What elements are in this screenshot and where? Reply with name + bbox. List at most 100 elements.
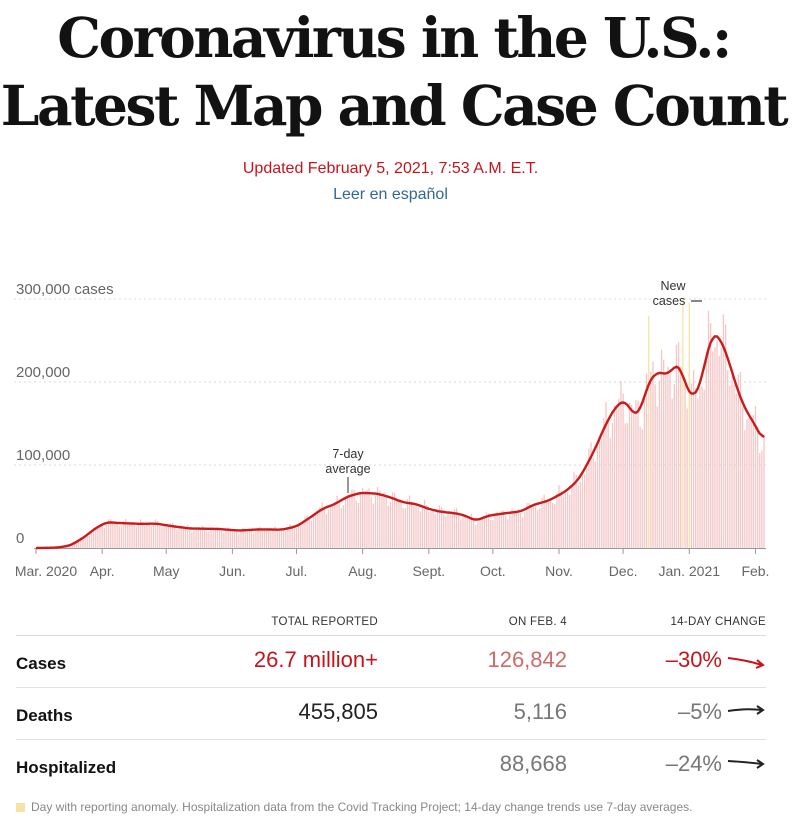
daily-bar [178,527,180,548]
daily-bar [635,400,637,548]
daily-bar [558,485,560,548]
daily-bar [426,505,428,548]
daily-bar [71,544,73,548]
daily-bar [347,494,349,548]
daily-bar [189,528,191,548]
daily-bar [470,513,473,548]
daily-bar [411,502,413,548]
daily-bar [366,490,368,548]
daily-bar [724,324,727,548]
y-tick-label: 0 [16,530,24,547]
daily-bar [421,505,424,548]
daily-bar [214,528,216,548]
daily-bar [210,528,212,548]
daily-bar [584,474,586,548]
x-tick-label: Jul. [286,563,308,579]
daily-bar [605,402,607,548]
daily-bar [551,502,554,548]
footnote: Day with reporting anomaly. Hospitalizat… [16,800,796,814]
daily-bar [259,526,261,548]
daily-bar [99,524,101,548]
daily-bar [327,509,330,548]
spanish-link[interactable]: Leer en español [333,186,448,203]
daily-bar [643,395,646,548]
daily-bar [633,413,635,548]
daily-bar [152,524,155,548]
daily-bar [317,513,319,548]
daily-bar [447,513,449,548]
daily-bar [445,516,447,548]
daily-bar [513,510,515,548]
trend-flat-arrow-icon [727,759,765,769]
daily-bar [630,404,633,548]
daily-bar [216,527,219,548]
daily-bar [485,512,488,548]
x-tick-label: Dec. [609,563,638,579]
daily-bar [368,488,370,548]
daily-bar [287,528,289,548]
daily-bar [669,374,671,548]
daily-bar [176,529,178,548]
daily-bar [699,387,701,548]
daily-bar [133,525,135,548]
daily-bar [692,370,695,548]
daily-bar [236,531,238,548]
daily-bar [391,492,394,548]
daily-bar [402,508,404,548]
daily-bar [556,493,558,548]
daily-bar [686,408,688,548]
daily-bar [125,519,127,548]
anomaly-bar [688,303,690,548]
footnote-text: Day with reporting anomaly. Hospitalizat… [31,800,693,814]
daily-bar [680,366,682,548]
daily-bar [364,491,366,548]
daily-bar [662,359,665,548]
daily-bar [419,511,421,548]
daily-bar [312,515,315,548]
daily-bar [227,527,229,548]
daily-bar [201,526,204,548]
daily-bar [137,522,140,548]
daily-bar [413,505,415,548]
deaths-on-day: 5,116 [513,699,567,724]
daily-bar [759,452,761,548]
daily-bar [588,448,590,548]
daily-bar [112,522,114,548]
daily-bar [248,529,251,548]
daily-bar [539,508,541,548]
daily-bar [601,438,603,548]
daily-bar [285,531,287,548]
updated-timestamp: Updated February 5, 2021, 7:53 A.M. E.T. [242,160,539,177]
daily-bar [297,525,300,548]
hospitalized-on-day: 88,668 [499,751,567,776]
daily-bar [208,531,210,548]
daily-bar [479,517,481,548]
daily-bar [344,495,347,548]
daily-bar [150,526,152,548]
daily-bar [302,523,304,548]
daily-bar [329,504,332,548]
daily-bar [120,526,123,548]
x-tick-label: Apr. [90,563,115,579]
daily-bar [483,516,485,548]
daily-bar [675,344,678,548]
page-title: Coronavirus in the U.S.: Latest Map and … [0,4,789,140]
daily-bar [167,526,170,548]
trend-flat-arrow-icon [727,705,765,715]
title-line-1: Coronavirus in the U.S.: [57,5,732,70]
daily-bar [616,406,618,548]
daily-bar [754,406,757,548]
x-tick-label: Oct. [480,563,506,579]
daily-bar [186,524,189,548]
cases-change: –30% [665,647,722,672]
daily-bar [430,511,432,548]
daily-bar [690,383,693,548]
daily-bar [92,527,95,548]
daily-bar [487,513,490,548]
daily-bar [338,499,340,548]
daily-bar [656,406,658,548]
daily-bar [684,381,686,548]
new-cases-annotation-line2: cases [653,294,686,308]
daily-bar [73,543,76,548]
daily-bar [741,406,744,548]
